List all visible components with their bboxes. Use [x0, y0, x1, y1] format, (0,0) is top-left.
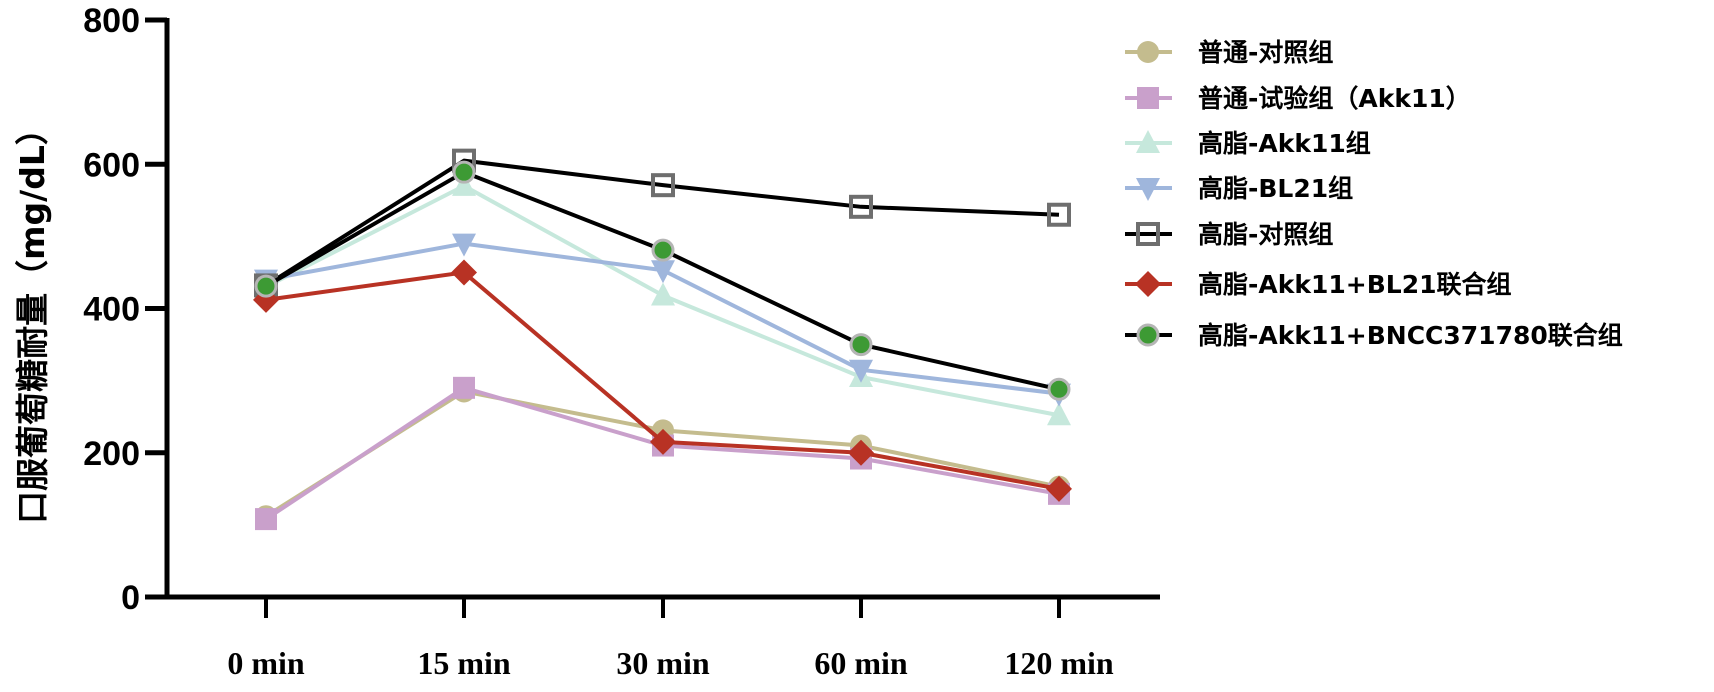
y-tick-label: 200 [83, 435, 140, 473]
legend-marker [1136, 222, 1160, 246]
legend-marker [1136, 323, 1160, 347]
data-point [651, 238, 675, 262]
legend-item: 高脂-对照组 [1125, 220, 1333, 249]
legend-marker [1136, 130, 1160, 153]
x-tick-label: 120 min [1004, 645, 1114, 681]
data-point [848, 439, 874, 466]
legend-item: 高脂-BL21组 [1125, 174, 1353, 203]
data-point [1047, 202, 1071, 227]
x-tick-label: 30 min [616, 645, 710, 681]
series-group [253, 148, 1072, 531]
y-axis-label: 口服葡萄糖耐量（mg/dL） [13, 112, 52, 524]
data-point [452, 233, 476, 257]
data-point [651, 282, 675, 306]
data-point [651, 260, 675, 284]
data-point [1047, 377, 1071, 401]
data-point [650, 428, 676, 455]
data-point [849, 359, 873, 383]
series-line [264, 158, 1060, 288]
x-tick-label: 15 min [417, 645, 511, 681]
series-7 [254, 160, 1071, 401]
data-point [849, 333, 873, 357]
axes [145, 18, 1160, 600]
data-point [254, 274, 278, 298]
legend-label: 高脂-对照组 [1198, 220, 1333, 249]
legend-item: 高脂-Akk11+BL21联合组 [1125, 270, 1512, 299]
legend-label: 高脂-BL21组 [1198, 174, 1353, 203]
legend-item: 普通-对照组 [1125, 38, 1333, 67]
x-ticks: 0 min 15 min 30 min 60 min 120 min [227, 597, 1114, 681]
legend-label: 普通-对照组 [1198, 38, 1333, 67]
x-tick-label: 0 min [227, 645, 305, 681]
data-point [452, 160, 476, 184]
y-tick-label: 0 [121, 579, 140, 617]
legend-label: 高脂-Akk11+BL21联合组 [1198, 270, 1512, 299]
data-point [1046, 475, 1072, 502]
legend-item: 高脂-Akk11+BNCC371780联合组 [1125, 321, 1623, 350]
legend-label: 高脂-Akk11+BNCC371780联合组 [1198, 321, 1623, 350]
data-point [452, 172, 476, 196]
data-point [651, 173, 675, 198]
data-point [1047, 402, 1071, 426]
data-point [453, 376, 475, 399]
data-point [849, 194, 873, 219]
data-point [451, 259, 477, 286]
y-tick-label: 800 [83, 2, 140, 40]
legend-item: 高脂-Akk11组 [1125, 129, 1371, 158]
legend-marker [1135, 271, 1161, 297]
legend-marker [1136, 178, 1160, 201]
legend-item: 普通-试验组（Akk11） [1125, 84, 1471, 113]
legend-label: 高脂-Akk11组 [1198, 129, 1371, 158]
legend-marker [1137, 87, 1159, 109]
data-point [255, 508, 277, 531]
legend-marker [1137, 41, 1159, 63]
x-tick-label: 60 min [814, 645, 908, 681]
y-tick-label: 600 [83, 146, 140, 184]
y-ticks: 0 200 400 600 800 [83, 2, 167, 617]
y-tick-label: 400 [83, 291, 140, 329]
legend-label: 普通-试验组（Akk11） [1198, 84, 1471, 113]
